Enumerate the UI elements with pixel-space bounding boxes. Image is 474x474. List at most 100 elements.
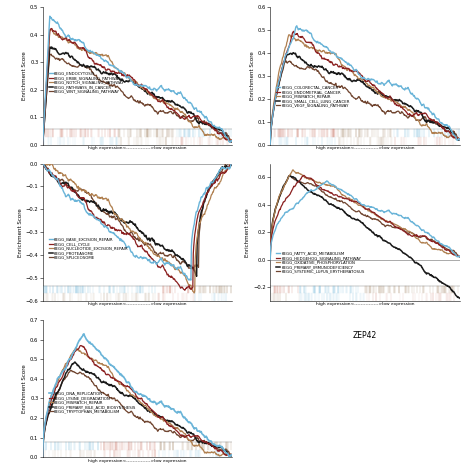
KEGG_OXIDATIVE_PHOSPHORYLATION xyxy=(387,219,393,225)
KEGG_PROTEASOME xyxy=(194,273,200,279)
KEGG_FATTY_ACID_METABOLISM xyxy=(329,182,335,188)
KEGG_HEDGEHOG_SIGNALING_PATHWAY xyxy=(387,219,393,224)
KEGG_NOTCH_SIGNALING_PATHWAY xyxy=(48,27,54,32)
KEGG_PRIMARY_IMMUNODEFICIENCY xyxy=(329,202,335,208)
Text: CEL5R3: CEL5R3 xyxy=(350,175,380,184)
KEGG_BASE_EXCISION_REPAIR xyxy=(40,161,46,166)
Legend: KEGG_BASE_EXCISION_REPAIR, KEGG_CELL_CYCLE, KEGG_NUCLEOTIDE_EXCISION_REPAIR, KEG: KEGG_BASE_EXCISION_REPAIR, KEGG_CELL_CYC… xyxy=(48,237,128,260)
KEGG_MISMATCH_REPAIR xyxy=(102,363,108,368)
KEGG_PROTEASOME xyxy=(115,215,120,220)
KEGG_OXIDATIVE_PHOSPHORYLATION xyxy=(457,254,463,260)
Legend: KEGG_FATTY_ACID_METABOLISM, KEGG_HEDGEHOG_SIGNALING_PATHWAY, KEGG_OXIDATIVE_PHOS: KEGG_FATTY_ACID_METABOLISM, KEGG_HEDGEHO… xyxy=(276,251,365,274)
KEGG_MISMATCH_REPAIR xyxy=(291,34,296,40)
KEGG_PROTEASOME xyxy=(159,243,165,248)
KEGG_VEGF_SIGNALING_PATHWAY xyxy=(406,115,411,121)
KEGG_SMALL_CELL_LUNG_CANCER xyxy=(343,74,348,80)
Line: KEGG_TRYPTOPHAN_METABOLISM: KEGG_TRYPTOPHAN_METABOLISM xyxy=(43,370,232,457)
Line: KEGG_VEGF_SIGNALING_PATHWAY: KEGG_VEGF_SIGNALING_PATHWAY xyxy=(270,61,460,145)
KEGG_PRIMARY_BILE_ACID_BIOSYNTHESIS xyxy=(229,453,235,458)
KEGG_HEDGEHOG_SIGNALING_PATHWAY xyxy=(329,191,335,197)
KEGG_MISMATCH_REPAIR xyxy=(229,453,235,458)
KEGG_NOTCH_SIGNALING_PATHWAY xyxy=(160,98,165,104)
KEGG_CELL_CYCLE xyxy=(40,161,46,166)
KEGG_ENDOCYTOSIS xyxy=(177,90,183,96)
KEGG_SPLICEOSOME xyxy=(229,161,235,166)
Line: KEGG_ERBB_SIGNALING_PATHWAY: KEGG_ERBB_SIGNALING_PATHWAY xyxy=(43,28,232,145)
KEGG_NUCLEOTIDE_EXCISION_REPAIR xyxy=(191,290,197,296)
KEGG_MISMATCH_REPAIR xyxy=(387,96,393,101)
KEGG_WNT_SIGNALING_PATHWAY xyxy=(229,139,235,145)
KEGG_CELL_CYCLE xyxy=(229,160,235,166)
Line: KEGG_OXIDATIVE_PHOSPHORYLATION: KEGG_OXIDATIVE_PHOSPHORYLATION xyxy=(270,170,460,260)
KEGG_PATHWAYS_IN_CANCER xyxy=(49,44,55,50)
KEGG_PRIMARY_IMMUNODEFICIENCY xyxy=(267,257,273,263)
KEGG_ENDOCYTOSIS xyxy=(178,90,184,96)
KEGG_NUCLEOTIDE_EXCISION_REPAIR xyxy=(101,196,107,201)
KEGG_NUCLEOTIDE_EXCISION_REPAIR xyxy=(177,268,182,274)
KEGG_ENDOMETRIAL_CANCER xyxy=(457,137,463,143)
KEGG_TRYPTOPHAN_METABOLISM xyxy=(102,391,108,397)
KEGG_TRYPTOPHAN_METABOLISM xyxy=(177,435,183,440)
KEGG_WNT_SIGNALING_PATHWAY xyxy=(40,142,46,147)
KEGG_PATHWAYS_IN_CANCER xyxy=(178,104,184,110)
KEGG_NOTCH_SIGNALING_PATHWAY xyxy=(178,109,184,114)
KEGG_PROTEASOME xyxy=(63,180,68,185)
KEGG_PATHWAYS_IN_CANCER xyxy=(115,75,121,81)
X-axis label: high expression<--------------->low expression: high expression<--------------->low expr… xyxy=(88,146,187,150)
KEGG_DNA_REPLICATION xyxy=(178,410,184,415)
KEGG_NOTCH_SIGNALING_PATHWAY xyxy=(115,67,121,73)
KEGG_SYSTEMIC_LUPUS_ERYTHEMATOSUS xyxy=(387,223,393,228)
KEGG_NOTCH_SIGNALING_PATHWAY xyxy=(229,139,235,145)
KEGG_PRIMARY_BILE_ACID_BIOSYNTHESIS xyxy=(160,414,165,419)
X-axis label: high expression<--------------->low expression: high expression<--------------->low expr… xyxy=(88,302,187,306)
KEGG_TRYPTOPHAN_METABOLISM xyxy=(115,399,121,404)
Line: KEGG_CELL_CYCLE: KEGG_CELL_CYCLE xyxy=(43,163,232,290)
KEGG_BASE_EXCISION_REPAIR xyxy=(186,277,192,283)
KEGG_SMALL_CELL_LUNG_CANCER xyxy=(291,50,296,55)
KEGG_ENDOCYTOSIS xyxy=(229,139,235,145)
KEGG_TRYPTOPHAN_METABOLISM xyxy=(229,453,235,458)
Line: KEGG_WNT_SIGNALING_PATHWAY: KEGG_WNT_SIGNALING_PATHWAY xyxy=(43,54,232,145)
KEGG_TRYPTOPHAN_METABOLISM xyxy=(68,367,73,373)
KEGG_LYSINE_DEGRADATION xyxy=(115,378,121,384)
KEGG_CELL_CYCLE xyxy=(63,182,68,188)
Y-axis label: Enrichment Score: Enrichment Score xyxy=(18,208,23,256)
KEGG_SMALL_CELL_LUNG_CANCER xyxy=(267,142,273,147)
KEGG_BASE_EXCISION_REPAIR xyxy=(101,224,107,230)
KEGG_OXIDATIVE_PHOSPHORYLATION xyxy=(290,167,296,173)
KEGG_ERBB_SIGNALING_PATHWAY xyxy=(63,35,69,40)
KEGG_WNT_SIGNALING_PATHWAY xyxy=(48,51,54,57)
KEGG_TRYPTOPHAN_METABOLISM xyxy=(178,435,184,440)
Text: HIST1H3J: HIST1H3J xyxy=(120,331,155,340)
KEGG_PRIMARY_IMMUNODEFICIENCY xyxy=(406,254,411,259)
Line: KEGG_LYSINE_DEGRADATION: KEGG_LYSINE_DEGRADATION xyxy=(43,346,232,457)
KEGG_SPLICEOSOME xyxy=(177,260,182,265)
Legend: KEGG_ENDOCYTOSIS, KEGG_ERBB_SIGNALING_PATHWAY, KEGG_NOTCH_SIGNALING_PATHWAY, KEG: KEGG_ENDOCYTOSIS, KEGG_ERBB_SIGNALING_PA… xyxy=(48,72,125,94)
Line: KEGG_HEDGEHOG_SIGNALING_PATHWAY: KEGG_HEDGEHOG_SIGNALING_PATHWAY xyxy=(270,175,460,260)
KEGG_SPLICEOSOME xyxy=(115,216,120,222)
KEGG_PATHWAYS_IN_CANCER xyxy=(40,142,46,147)
KEGG_OXIDATIVE_PHOSPHORYLATION xyxy=(406,228,411,234)
KEGG_MISMATCH_REPAIR xyxy=(406,107,411,112)
KEGG_FATTY_ACID_METABOLISM xyxy=(387,209,393,215)
Line: KEGG_MISMATCH_REPAIR: KEGG_MISMATCH_REPAIR xyxy=(270,35,460,145)
KEGG_ENDOMETRIAL_CANCER xyxy=(387,93,393,99)
KEGG_PROTEASOME xyxy=(40,161,46,166)
KEGG_LYSINE_DEGRADATION xyxy=(178,433,184,438)
KEGG_PRIMARY_BILE_ACID_BIOSYNTHESIS xyxy=(178,424,184,430)
KEGG_SYSTEMIC_LUPUS_ERYTHEMATOSUS xyxy=(343,201,348,206)
KEGG_ERBB_SIGNALING_PATHWAY xyxy=(102,65,108,71)
KEGG_ENDOMETRIAL_CANCER xyxy=(290,29,296,35)
KEGG_FATTY_ACID_METABOLISM xyxy=(406,215,411,221)
KEGG_WNT_SIGNALING_PATHWAY xyxy=(63,59,69,65)
Line: KEGG_FATTY_ACID_METABOLISM: KEGG_FATTY_ACID_METABOLISM xyxy=(270,181,460,260)
KEGG_NUCLEOTIDE_EXCISION_REPAIR xyxy=(229,161,235,166)
KEGG_ENDOMETRIAL_CANCER xyxy=(405,111,410,117)
KEGG_MISMATCH_REPAIR xyxy=(457,137,463,143)
KEGG_SMALL_CELL_LUNG_CANCER xyxy=(290,50,296,56)
KEGG_DNA_REPLICATION xyxy=(177,410,183,415)
KEGG_PROTEASOME xyxy=(101,208,107,213)
KEGG_SPLICEOSOME xyxy=(101,210,107,215)
KEGG_CELL_CYCLE xyxy=(178,285,183,291)
KEGG_BASE_EXCISION_REPAIR xyxy=(229,160,235,166)
